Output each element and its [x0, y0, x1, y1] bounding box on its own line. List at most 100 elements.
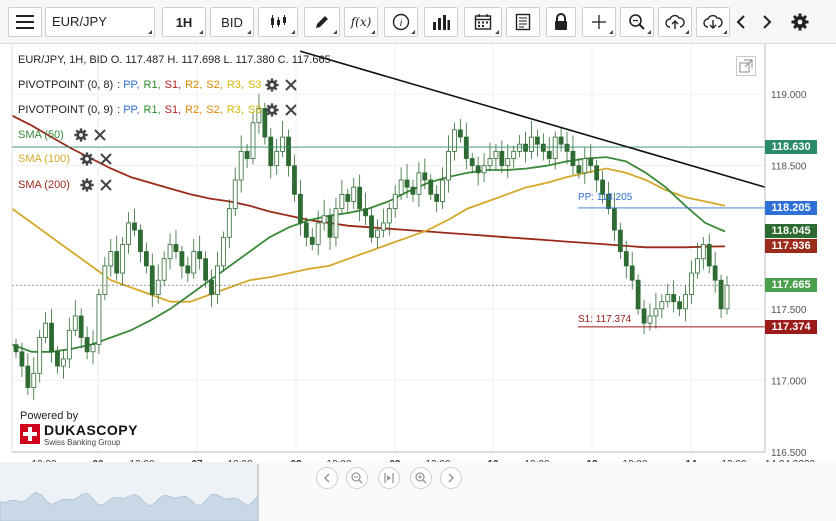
- zoom-button[interactable]: [620, 7, 654, 37]
- candle-body: [481, 165, 487, 174]
- volume-button[interactable]: [424, 7, 458, 37]
- settings-button[interactable]: [788, 7, 812, 37]
- sma50-line: [11, 156, 726, 353]
- gear-icon[interactable]: [74, 128, 88, 142]
- candle-body: [641, 308, 647, 324]
- pencil-icon: [316, 16, 328, 28]
- candle-body: [292, 165, 297, 195]
- price-chart[interactable]: 119.000118.500117.500117.000116.50012:00…: [0, 44, 836, 521]
- brand-subtitle: Swiss Banking Group: [44, 438, 121, 447]
- symbol-select[interactable]: EUR/JPY: [45, 7, 155, 37]
- zoom-icon: [629, 14, 645, 30]
- candle-body: [369, 215, 374, 238]
- powered-by-text: Powered by: [20, 410, 79, 422]
- candle-body: [238, 150, 244, 181]
- close-icon[interactable]: [100, 179, 112, 191]
- pivot-item-4: S2,: [206, 79, 223, 91]
- caret-icon: [247, 30, 251, 34]
- pivot-legend-1: PIVOTPOINT (0, 8) : PP, R1, S1, R2, S2, R3, S3: [18, 78, 298, 92]
- zoom-out-button[interactable]: [346, 467, 368, 489]
- gear-icon[interactable]: [265, 78, 280, 92]
- close-icon[interactable]: [94, 129, 106, 141]
- candle-body: [659, 301, 665, 310]
- chart-type-button[interactable]: [258, 7, 298, 37]
- candle-body: [90, 344, 96, 353]
- sma50-label: SMA (50): [18, 129, 64, 141]
- scroll-left-button[interactable]: [730, 7, 752, 37]
- candle-body: [404, 179, 410, 188]
- candle-body: [665, 294, 671, 303]
- pivot-item-6: S3: [247, 79, 262, 91]
- candle-body: [19, 351, 25, 367]
- candle-body: [96, 294, 102, 346]
- pivot-item-3: R2,: [185, 104, 203, 116]
- candle-body: [280, 136, 286, 152]
- candle-body: [493, 150, 499, 159]
- close-icon[interactable]: [100, 153, 112, 165]
- candle-body: [191, 251, 197, 274]
- pivot-item-0: PP,: [123, 104, 140, 116]
- gear-icon[interactable]: [80, 178, 94, 192]
- zoom-in-button[interactable]: [410, 467, 432, 489]
- crosshair-button[interactable]: [582, 7, 616, 37]
- close-icon[interactable]: [285, 79, 298, 91]
- caret-icon: [723, 30, 727, 34]
- menu-button[interactable]: [8, 7, 42, 37]
- lock-button[interactable]: [546, 7, 576, 37]
- candlestick-icon: [271, 15, 286, 28]
- candle-body: [380, 222, 386, 231]
- indicators-button[interactable]: f(x): [344, 7, 378, 37]
- calendar-button[interactable]: [464, 7, 502, 37]
- timeframe-select[interactable]: 1H: [162, 7, 206, 37]
- timeframe-value: 1H: [175, 14, 193, 30]
- close-icon[interactable]: [285, 104, 298, 116]
- info-icon: i: [392, 13, 410, 31]
- candle-body: [457, 129, 463, 138]
- candle-body: [600, 179, 605, 195]
- price-tag: 117.665: [765, 278, 817, 293]
- chart-area[interactable]: 119.000118.500117.500117.000116.50012:00…: [0, 44, 836, 521]
- price-type-select[interactable]: BID: [210, 7, 254, 37]
- chevron-right-icon: [448, 473, 455, 483]
- draw-button[interactable]: [304, 7, 340, 37]
- brand-name: DUKASCOPY: [44, 422, 138, 438]
- candle-body: [671, 294, 677, 303]
- candle-body: [274, 150, 280, 167]
- y-tick-label: 117.500: [771, 305, 807, 316]
- candle-body: [155, 279, 161, 295]
- candle-body: [203, 258, 209, 281]
- trendline: [299, 50, 766, 188]
- candle-body: [345, 193, 351, 202]
- caret-icon: [148, 30, 152, 34]
- sma200-legend: SMA (200): [18, 178, 112, 192]
- reset-button[interactable]: [378, 467, 400, 489]
- candle-body: [226, 208, 232, 238]
- upload-button[interactable]: [658, 7, 692, 37]
- scroll-right-button[interactable]: [756, 7, 778, 37]
- candle-body: [161, 258, 167, 281]
- candle-body: [434, 193, 440, 202]
- pivot-item-2: S1,: [164, 104, 182, 116]
- expand-button[interactable]: [736, 56, 756, 76]
- download-button[interactable]: [696, 7, 730, 37]
- gear-icon[interactable]: [265, 103, 280, 117]
- candle-body: [185, 265, 191, 274]
- candle-body: [78, 315, 84, 338]
- candle-body: [363, 208, 368, 217]
- sma100-legend: SMA (100): [18, 152, 112, 166]
- caret-icon: [685, 30, 689, 34]
- gear-icon[interactable]: [80, 152, 94, 166]
- candle-body: [132, 222, 137, 231]
- candle-body: [523, 143, 528, 152]
- candle-body: [250, 122, 256, 159]
- cloud-upload-icon: [665, 14, 685, 29]
- pan-left-button[interactable]: [316, 467, 338, 489]
- info-button[interactable]: i: [384, 7, 418, 37]
- price-type-value: BID: [221, 14, 243, 30]
- pivot-label: PIVOTPOINT (0, 8): [18, 79, 114, 91]
- caret-icon: [495, 30, 499, 34]
- news-button[interactable]: [506, 7, 540, 37]
- pan-right-button[interactable]: [440, 467, 462, 489]
- candle-body: [623, 251, 629, 267]
- candle-body: [309, 236, 315, 245]
